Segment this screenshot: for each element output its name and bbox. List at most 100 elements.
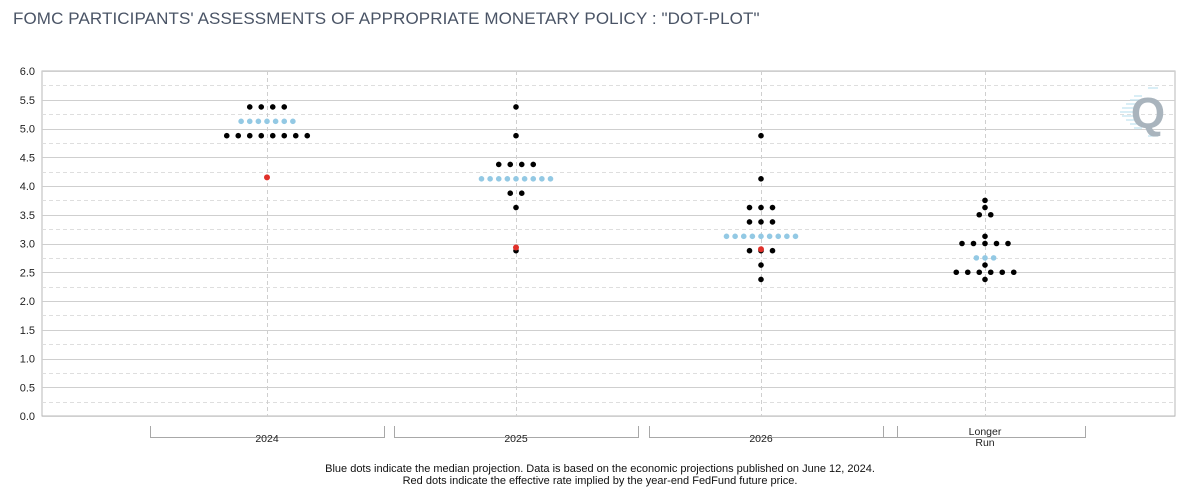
- participant-dot: [982, 262, 988, 268]
- participant-dot: [269, 104, 276, 110]
- y-tick-label: 3.5: [20, 210, 35, 222]
- median-dot: [238, 118, 244, 125]
- participant-dot: [769, 204, 776, 211]
- median-dot: [766, 233, 773, 240]
- participant-dot: [964, 269, 971, 276]
- participant-dot: [507, 190, 514, 196]
- median-dot: [487, 176, 493, 182]
- participant-dot: [507, 161, 514, 168]
- participant-dot: [292, 132, 299, 139]
- x-tick-label: 2025: [504, 433, 528, 445]
- participant-dot: [982, 197, 988, 204]
- participant-dot: [970, 240, 977, 247]
- participant-dot: [518, 161, 525, 168]
- x-tick-label: 2024: [255, 433, 279, 445]
- market-implied-dot: [758, 246, 764, 253]
- median-dot: [495, 176, 502, 182]
- x-tick-label: 2026: [749, 433, 773, 445]
- participant-dot: [953, 269, 960, 276]
- median-dot: [749, 233, 756, 240]
- participant-dot: [223, 132, 230, 139]
- participant-dot: [304, 132, 311, 139]
- median-dot: [740, 233, 747, 240]
- median-dot: [982, 255, 988, 261]
- median-dot: [784, 233, 790, 240]
- dots-layer: [223, 104, 1017, 283]
- median-dot: [990, 255, 997, 261]
- chart-title: FOMC PARTICIPANTS' ASSESSMENTS OF APPROP…: [13, 9, 760, 28]
- category-bracket: [150, 426, 385, 438]
- participant-dot: [513, 132, 519, 139]
- median-dot: [530, 176, 537, 182]
- median-dot: [246, 118, 253, 125]
- y-tick-label: 1.5: [20, 325, 35, 337]
- y-tick-label: 4.0: [20, 181, 35, 193]
- participant-dot: [987, 269, 994, 276]
- y-tick-label: 4.5: [20, 152, 35, 164]
- participant-dot: [746, 204, 753, 211]
- median-dot: [792, 233, 799, 240]
- participant-dot: [258, 132, 265, 139]
- y-axis: 0.0 0.5 1.0 1.5 2.0 2.5 3.0 3.5 4.0 4.5 5.0 5.5 6.0: [20, 66, 35, 423]
- logo-letter: Q: [1131, 89, 1165, 138]
- y-tick-label: 0.0: [20, 411, 35, 423]
- participant-dot: [1010, 269, 1017, 276]
- participant-dot: [513, 204, 519, 211]
- participant-dot: [959, 240, 965, 247]
- participant-dot: [258, 104, 265, 110]
- participant-dot: [999, 269, 1006, 276]
- participant-dot: [982, 276, 988, 283]
- y-tick-label: 5.5: [20, 95, 35, 107]
- participant-dot: [976, 211, 983, 218]
- participant-dot: [758, 276, 764, 283]
- q-logo: Q: [1120, 87, 1165, 138]
- median-dot: [539, 176, 545, 182]
- participant-dot: [1005, 240, 1011, 247]
- footnote-median: Blue dots indicate the median projection…: [325, 463, 875, 475]
- participant-dot: [993, 240, 1000, 247]
- participant-dot: [769, 247, 776, 254]
- y-tick-label: 5.0: [20, 124, 35, 136]
- participant-dot: [495, 161, 502, 168]
- participant-dot: [235, 132, 242, 139]
- participant-dot: [982, 233, 988, 240]
- x-tick-label: Longer: [969, 426, 1002, 438]
- category-bracket: [394, 426, 639, 438]
- median-dot: [290, 118, 296, 125]
- category-bracket: [883, 426, 1086, 438]
- median-dot: [255, 118, 262, 125]
- participant-dot: [269, 132, 276, 139]
- median-dot: [723, 233, 730, 240]
- median-dot: [547, 176, 554, 182]
- participant-dot: [976, 269, 983, 276]
- participant-dot: [513, 104, 519, 110]
- participant-dot: [982, 204, 988, 211]
- median-dot: [504, 176, 511, 182]
- participant-dot: [281, 104, 288, 110]
- category-bracket: [649, 426, 898, 438]
- participant-dot: [746, 219, 753, 225]
- participant-dot: [530, 161, 537, 168]
- market-implied-dot: [264, 174, 270, 181]
- y-tick-label: 2.0: [20, 296, 35, 308]
- median-dot: [521, 176, 528, 182]
- y-tick-label: 6.0: [20, 66, 35, 78]
- participant-dot: [769, 219, 776, 225]
- participant-dot: [758, 132, 764, 139]
- median-dot: [732, 233, 738, 240]
- plot-frame: [41, 70, 1176, 417]
- grid-layer: [41, 70, 1176, 417]
- x-tick-label: Run: [975, 437, 994, 449]
- participant-dot: [518, 190, 525, 196]
- participant-dot: [758, 219, 764, 225]
- median-dot: [272, 118, 279, 125]
- y-tick-label: 0.5: [20, 382, 35, 394]
- participant-dot: [758, 176, 764, 182]
- participant-dot: [758, 262, 764, 268]
- y-tick-label: 2.5: [20, 267, 35, 279]
- median-dot: [264, 118, 270, 125]
- market-implied-dot: [513, 244, 519, 251]
- participant-dot: [746, 247, 753, 254]
